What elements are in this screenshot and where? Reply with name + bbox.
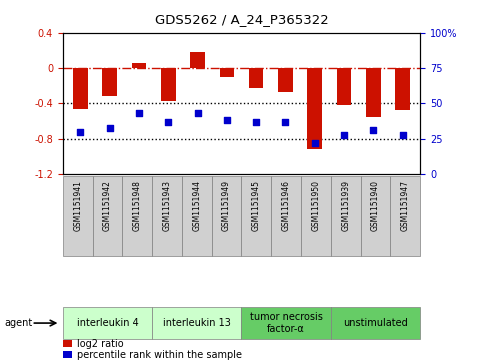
Text: GSM1151950: GSM1151950 [312, 180, 320, 231]
Bar [182, 176, 212, 256]
Text: agent: agent [5, 318, 33, 328]
Text: GSM1151939: GSM1151939 [341, 180, 350, 231]
Text: GSM1151944: GSM1151944 [192, 180, 201, 231]
Point [76, 129, 84, 135]
Text: GSM1151942: GSM1151942 [103, 180, 112, 231]
Bar [212, 176, 242, 256]
Text: interleukin 4: interleukin 4 [77, 318, 138, 328]
Point [135, 110, 143, 116]
Bar [122, 176, 152, 256]
Bar [63, 307, 152, 339]
Bar [278, 68, 293, 92]
Bar [331, 176, 361, 256]
Text: GSM1151945: GSM1151945 [252, 180, 261, 231]
Bar [93, 176, 122, 256]
Bar [63, 176, 93, 256]
Point [223, 118, 231, 123]
Bar [73, 68, 88, 109]
Bar [152, 307, 242, 339]
Text: GSM1151948: GSM1151948 [133, 180, 142, 231]
Text: GSM1151947: GSM1151947 [401, 180, 410, 231]
Point [252, 119, 260, 125]
Point [399, 132, 407, 138]
Bar [331, 307, 420, 339]
Point [340, 132, 348, 138]
Bar [220, 68, 234, 77]
Point [282, 119, 289, 125]
Bar [63, 351, 71, 358]
Bar [102, 68, 117, 96]
Text: interleukin 13: interleukin 13 [163, 318, 231, 328]
Bar [63, 340, 71, 347]
Bar [190, 52, 205, 68]
Text: GDS5262 / A_24_P365322: GDS5262 / A_24_P365322 [155, 13, 328, 26]
Point [369, 127, 377, 133]
Text: GSM1151949: GSM1151949 [222, 180, 231, 231]
Bar [366, 68, 381, 117]
Text: GSM1151940: GSM1151940 [371, 180, 380, 231]
Bar [307, 68, 322, 150]
Point [106, 125, 114, 130]
Bar [301, 176, 331, 256]
Bar [161, 68, 176, 101]
Bar [132, 63, 146, 68]
Point [311, 140, 319, 146]
Text: unstimulated: unstimulated [343, 318, 408, 328]
Bar [249, 68, 263, 87]
Text: GSM1151943: GSM1151943 [163, 180, 171, 231]
Text: tumor necrosis
factor-α: tumor necrosis factor-α [250, 312, 323, 334]
Bar [390, 176, 420, 256]
Bar [395, 68, 410, 110]
Point [194, 110, 201, 116]
Bar [242, 307, 331, 339]
Point [164, 119, 172, 125]
Bar [337, 68, 351, 105]
Bar [242, 176, 271, 256]
Bar [152, 176, 182, 256]
Bar [271, 176, 301, 256]
Text: GSM1151946: GSM1151946 [282, 180, 291, 231]
Text: GSM1151941: GSM1151941 [73, 180, 82, 231]
Bar [361, 176, 390, 256]
Text: percentile rank within the sample: percentile rank within the sample [77, 350, 242, 360]
Text: log2 ratio: log2 ratio [77, 339, 124, 349]
